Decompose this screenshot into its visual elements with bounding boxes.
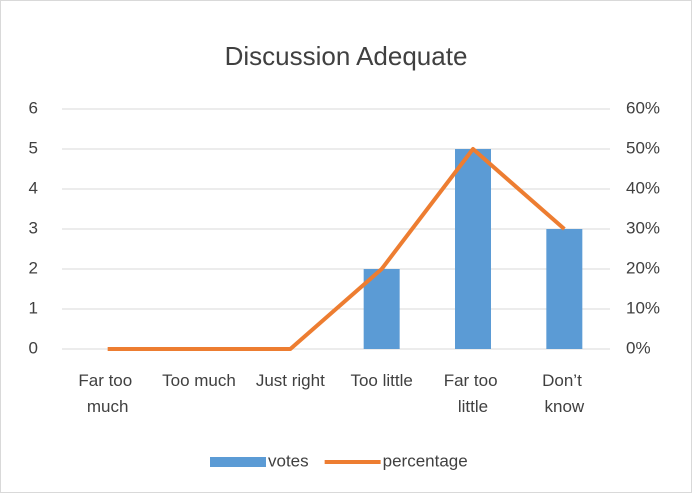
y2-tick-label: 0% <box>626 338 651 357</box>
legend-swatch <box>210 457 266 467</box>
x-tick-line: Far too <box>78 371 137 390</box>
y-tick-label: 5 <box>29 138 38 157</box>
bar <box>455 149 491 349</box>
y-tick-label: 6 <box>29 98 38 117</box>
x-tick-label: Too little <box>350 371 412 390</box>
x-tick-line: Don’t <box>542 371 586 390</box>
y-tick-label: 1 <box>29 298 38 317</box>
x-tick-line: Too little <box>350 371 412 390</box>
y2-tick-label: 50% <box>626 138 660 157</box>
y2-tick-label: 60% <box>626 98 660 117</box>
bar <box>546 229 583 349</box>
x-tick-line: Far too <box>444 371 503 390</box>
x-tick-line: Just right <box>256 371 325 390</box>
x-tick-label: Far too little <box>444 371 503 416</box>
legend-label: percentage <box>383 451 468 470</box>
line <box>107 147 566 351</box>
bar <box>363 269 400 349</box>
y-tick-label: 3 <box>29 218 38 237</box>
x-tick-label: Too much <box>162 371 236 390</box>
y-tick-label: 0 <box>29 338 38 357</box>
x-tick-line: Too much <box>162 371 236 390</box>
y2-tick-label: 10% <box>626 298 660 317</box>
x-tick-line: know <box>544 397 584 416</box>
y2-tick-label: 40% <box>626 178 660 197</box>
y-tick-label: 2 <box>29 258 38 277</box>
x-tick-label: Just right <box>256 371 325 390</box>
y2-tick-label: 20% <box>626 258 660 277</box>
x-tick-label: Far too much <box>78 371 137 416</box>
legend-label: votes <box>268 451 309 470</box>
x-tick-label: Don’t know <box>542 371 586 416</box>
x-tick-line: much <box>87 397 129 416</box>
chart-title: Discussion Adequate <box>225 41 468 71</box>
y-tick-label: 4 <box>29 178 38 197</box>
y2-tick-label: 30% <box>626 218 660 237</box>
x-tick-line: little <box>458 397 488 416</box>
